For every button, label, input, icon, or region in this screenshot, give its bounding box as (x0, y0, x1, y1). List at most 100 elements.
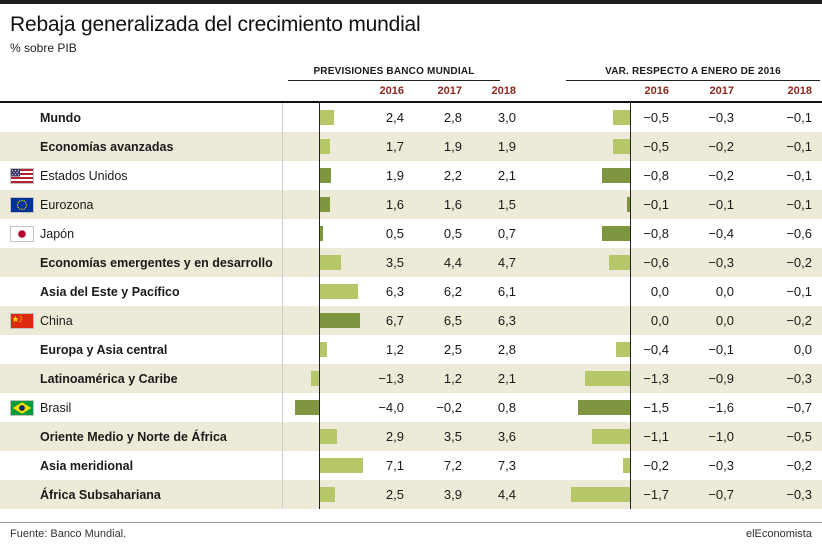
year-header-variacion-2017: 2017 (709, 85, 734, 97)
variation-2018-value: −0,1 (786, 139, 812, 154)
row-label: Eurozona (40, 197, 94, 212)
group-header-previsiones: PREVISIONES BANCO MUNDIAL (288, 66, 500, 81)
variation-2018-value: −0,1 (786, 168, 812, 183)
row-label: China (40, 313, 73, 328)
row-label-cell: Estados Unidos (0, 161, 282, 190)
forecast-2018-value: 3,6 (497, 429, 516, 444)
variation-2018-value: −0,1 (786, 197, 812, 212)
forecast-chart-baseline (319, 248, 320, 277)
forecast-2016-bar (320, 458, 363, 473)
variation-2017-value: −0,3 (708, 458, 734, 473)
variation-bar-cell (566, 161, 631, 190)
forecast-chart-baseline (319, 422, 320, 451)
variation-2017-value: −0,3 (708, 255, 734, 270)
row-label-cell: Mundo (0, 103, 282, 132)
year-header-row: 2016 2017 2018 2016 2017 2018 (0, 81, 822, 103)
flag-slot (10, 225, 40, 242)
variation-2017-value: −0,3 (708, 110, 734, 125)
forecast-chart-baseline (319, 364, 320, 393)
variation-bar-cell (566, 393, 631, 422)
forecast-2016-bar (320, 226, 323, 241)
variation-2017-value: −0,2 (708, 168, 734, 183)
forecast-2018-value: 4,4 (497, 487, 516, 502)
forecast-chart-baseline (319, 219, 320, 248)
variation-2016-value: 0,0 (650, 313, 669, 328)
flag-slot (10, 312, 40, 329)
top-rule (0, 0, 822, 4)
forecast-2016-bar (295, 400, 319, 415)
variation-2016-bar (602, 226, 630, 241)
table-row: Mundo 2,4 2,8 3,0 −0,5 −0,3 −0,1 (0, 103, 822, 132)
forecast-chart-baseline (319, 451, 320, 480)
variation-2017-value: −0,2 (708, 139, 734, 154)
row-label: Europa y Asia central (40, 342, 168, 357)
variation-2017-value: −0,1 (708, 197, 734, 212)
forecast-bar-cell (282, 480, 362, 509)
variation-2016-bar (616, 342, 630, 357)
variation-2016-value: −0,8 (643, 168, 669, 183)
forecast-2018-value: 2,8 (497, 342, 516, 357)
variation-bar-cell (566, 335, 631, 364)
forecast-2017-value: 2,2 (443, 168, 462, 183)
forecast-2016-value: −1,3 (378, 371, 404, 386)
variation-2016-bar (609, 255, 630, 270)
row-label-cell: Eurozona (0, 190, 282, 219)
page-subtitle: % sobre PIB (10, 41, 77, 55)
row-label-cell: Economías avanzadas (0, 132, 282, 161)
variation-bar-cell (566, 132, 631, 161)
forecast-bar-cell (282, 248, 362, 277)
variation-2016-bar (577, 400, 630, 415)
variation-2018-value: −0,5 (786, 429, 812, 444)
variation-bar-cell (566, 422, 631, 451)
forecast-2017-value: 1,2 (443, 371, 462, 386)
row-label-cell: África Subsahariana (0, 480, 282, 509)
forecast-chart-baseline (319, 480, 320, 509)
forecast-2016-bar (320, 110, 335, 125)
forecast-2018-value: 1,9 (497, 139, 516, 154)
flag-slot (10, 196, 40, 213)
flag-us-icon (10, 167, 34, 184)
variation-2016-value: −1,7 (643, 487, 669, 502)
forecast-2018-value: 6,3 (497, 313, 516, 328)
forecast-2017-value: 1,9 (443, 139, 462, 154)
forecast-2018-value: 6,1 (497, 284, 516, 299)
forecast-2017-value: 2,5 (443, 342, 462, 357)
forecast-bar-cell (282, 335, 362, 364)
forecast-2016-value: 1,7 (385, 139, 404, 154)
forecast-2018-value: 4,7 (497, 255, 516, 270)
variation-2017-value: −1,0 (708, 429, 734, 444)
variation-bar-cell (566, 103, 631, 132)
variation-bar-cell (566, 190, 631, 219)
row-label-cell: Asia del Este y Pacífico (0, 277, 282, 306)
variation-2017-value: 0,0 (715, 284, 734, 299)
forecast-2017-value: 7,2 (443, 458, 462, 473)
forecast-bar-cell (282, 132, 362, 161)
row-label-cell: China (0, 306, 282, 335)
forecast-bar-cell (282, 364, 362, 393)
table-row: Eurozona 1,6 1,6 1,5 −0,1 −0,1 −0,1 (0, 190, 822, 219)
forecast-bar-cell (282, 306, 362, 335)
forecast-bar-cell (282, 161, 362, 190)
variation-2017-value: 0,0 (715, 313, 734, 328)
table-row: China 6,7 6,5 6,3 0,0 0,0 −0,2 (0, 306, 822, 335)
variation-2016-value: −0,1 (643, 197, 669, 212)
forecast-2016-bar (320, 255, 341, 270)
forecast-chart-baseline (319, 161, 320, 190)
variation-2017-value: −0,7 (708, 487, 734, 502)
variation-2018-value: −0,1 (786, 284, 812, 299)
row-label-cell: Asia meridional (0, 451, 282, 480)
row-label: África Subsahariana (40, 487, 161, 502)
flag-slot (10, 167, 40, 184)
brand-logo: elEconomista (745, 528, 812, 540)
row-label-cell: Europa y Asia central (0, 335, 282, 364)
forecast-chart-baseline (319, 190, 320, 219)
column-group-header-row: PREVISIONES BANCO MUNDIAL VAR. RESPECTO … (0, 63, 822, 81)
variation-2017-value: −0,4 (708, 226, 734, 241)
variation-2018-value: −0,3 (786, 487, 812, 502)
forecast-bar-cell (282, 393, 362, 422)
variation-bar-cell (566, 306, 631, 335)
forecast-bar-cell (282, 451, 363, 480)
flag-br-icon (10, 399, 34, 416)
forecast-bar-cell (282, 190, 362, 219)
forecast-2016-value: 1,2 (385, 342, 404, 357)
